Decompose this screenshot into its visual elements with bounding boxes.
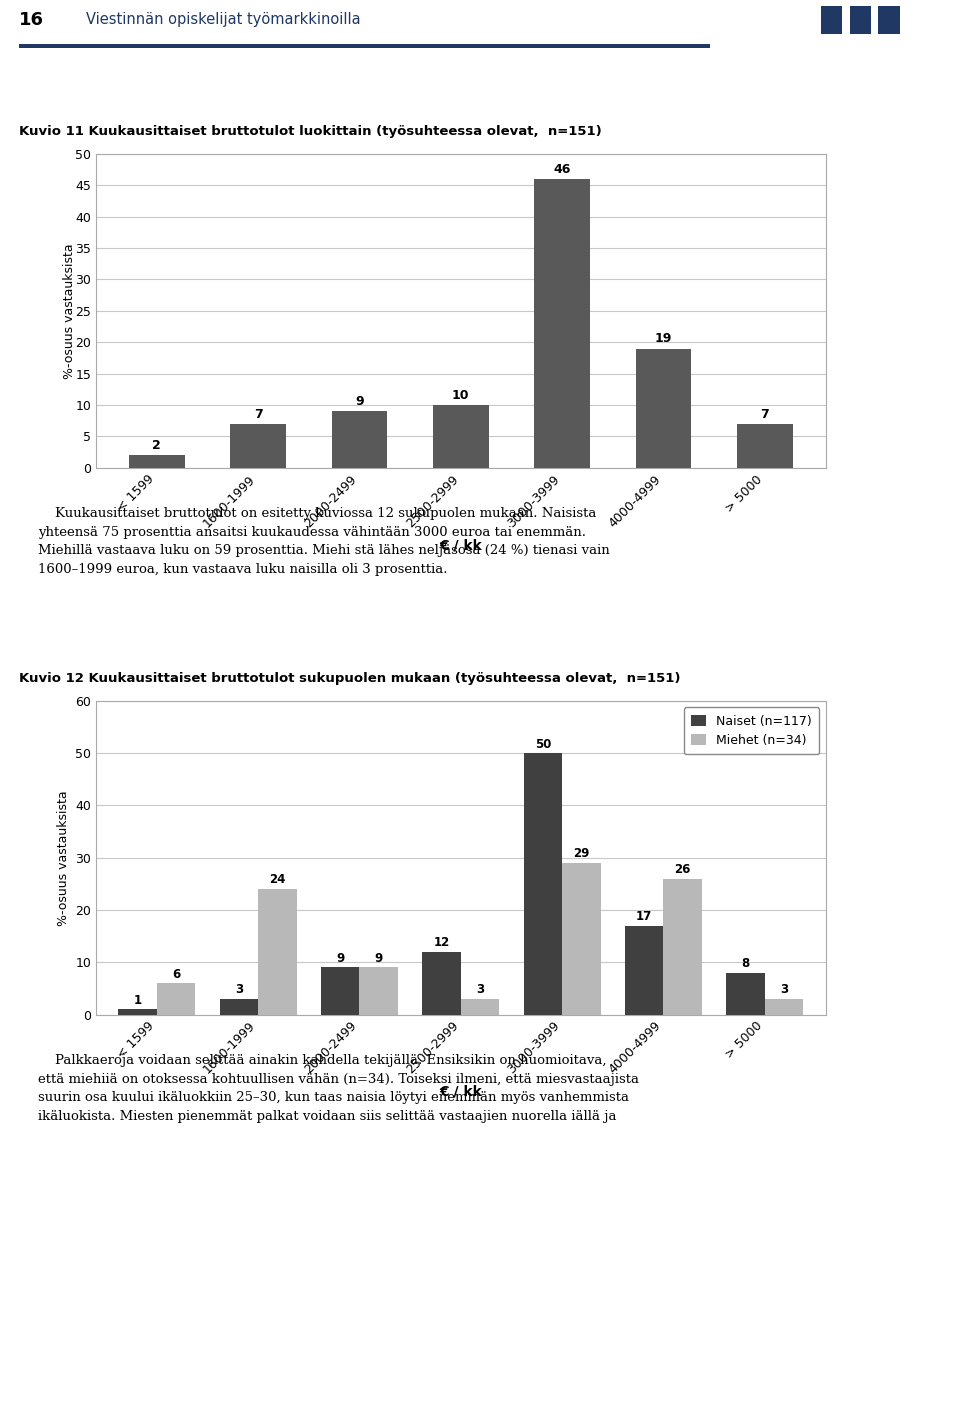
Bar xyxy=(461,999,499,1015)
Bar xyxy=(727,972,765,1015)
Bar xyxy=(765,999,804,1015)
Text: 50: 50 xyxy=(535,738,551,750)
Legend: Naiset (n=117), Miehet (n=34): Naiset (n=117), Miehet (n=34) xyxy=(684,706,819,755)
Bar xyxy=(563,863,601,1015)
X-axis label: € / kk: € / kk xyxy=(440,1085,482,1099)
X-axis label: € / kk: € / kk xyxy=(440,538,482,552)
Bar xyxy=(359,968,398,1015)
Text: 6: 6 xyxy=(172,968,180,981)
Bar xyxy=(129,455,184,468)
Text: 17: 17 xyxy=(636,910,653,923)
Y-axis label: %-osuus vastauksista: %-osuus vastauksista xyxy=(63,243,76,379)
Text: 46: 46 xyxy=(554,162,571,177)
Bar xyxy=(118,1009,156,1015)
Text: 24: 24 xyxy=(269,873,285,886)
Text: Palkkaeroja voidaan selittää ainakin kahdella tekijällä. Ensiksikin on huomioita: Palkkaeroja voidaan selittää ainakin kah… xyxy=(38,1054,639,1122)
Text: Kuvio 12 Kuukausittaiset bruttotulot sukupuolen mukaan (työsuhteessa olevat,  n=: Kuvio 12 Kuukausittaiset bruttotulot suk… xyxy=(19,671,681,685)
Bar xyxy=(433,406,489,468)
Bar xyxy=(230,424,286,468)
Bar xyxy=(737,424,793,468)
Bar xyxy=(321,968,359,1015)
Text: 8: 8 xyxy=(741,957,750,971)
Text: 3: 3 xyxy=(476,983,484,996)
Text: 9: 9 xyxy=(336,952,345,965)
Bar xyxy=(422,952,461,1015)
Text: 3: 3 xyxy=(235,983,243,996)
Text: 26: 26 xyxy=(675,863,691,876)
Bar xyxy=(636,349,691,468)
Bar xyxy=(156,983,195,1015)
Bar xyxy=(535,179,590,468)
Text: 9: 9 xyxy=(374,952,383,965)
Text: 7: 7 xyxy=(253,407,262,421)
Y-axis label: %-osuus vastauksista: %-osuus vastauksista xyxy=(57,790,69,926)
Bar xyxy=(523,753,563,1015)
Text: 16: 16 xyxy=(19,11,44,28)
FancyBboxPatch shape xyxy=(850,6,871,34)
Text: Viestinnän opiskelijat työmarkkinoilla: Viestinnän opiskelijat työmarkkinoilla xyxy=(86,13,361,27)
Text: 12: 12 xyxy=(433,937,449,950)
Text: Kuvio 11 Kuukausittaiset bruttotulot luokittain (työsuhteessa olevat,  n=151): Kuvio 11 Kuukausittaiset bruttotulot luo… xyxy=(19,124,602,138)
FancyBboxPatch shape xyxy=(821,6,842,34)
Text: 10: 10 xyxy=(452,389,469,401)
Bar xyxy=(331,411,387,468)
Bar xyxy=(663,879,702,1015)
Bar xyxy=(625,926,663,1015)
Text: 9: 9 xyxy=(355,396,364,408)
Text: 7: 7 xyxy=(760,407,769,421)
Text: 1: 1 xyxy=(133,993,142,1006)
Text: 19: 19 xyxy=(655,332,672,345)
Text: 29: 29 xyxy=(573,848,589,861)
Text: 3: 3 xyxy=(780,983,788,996)
Bar xyxy=(258,889,297,1015)
Text: Kuukausittaiset bruttotulot on esitetty kuviossa 12 sukupuolen mukaan. Naisista
: Kuukausittaiset bruttotulot on esitetty … xyxy=(38,507,611,575)
Text: 2: 2 xyxy=(153,439,161,452)
FancyBboxPatch shape xyxy=(878,6,900,34)
Bar xyxy=(220,999,258,1015)
